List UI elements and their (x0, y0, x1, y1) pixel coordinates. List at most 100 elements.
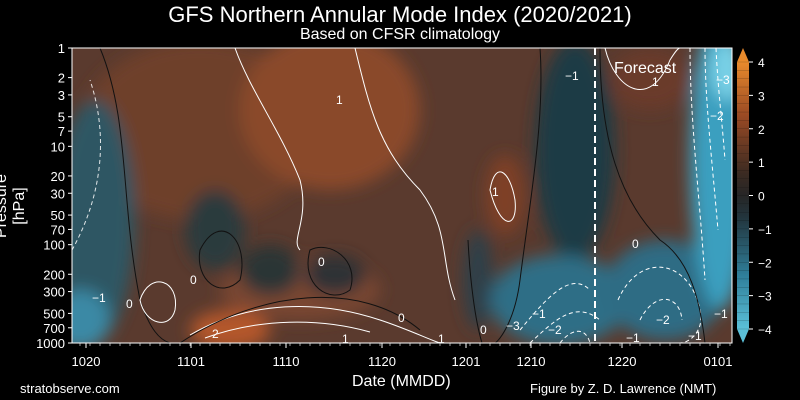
x-tick-label: 1110 (273, 354, 300, 369)
colorbar: 4 3 2 1 0 −1 −2 −3 −4 (737, 48, 772, 343)
contour-zero (307, 246, 353, 296)
contour-negative (559, 330, 591, 343)
x-tick-label: 1201 (452, 354, 481, 369)
contour-zero (99, 48, 171, 343)
negative-region (690, 48, 732, 310)
y-tick-label: 10 (51, 139, 65, 154)
nam-heatmap-field (72, 48, 732, 343)
colorbar-min-arrow (737, 329, 749, 343)
contour-label: 1 (336, 93, 343, 107)
x-axis: 1020 1101 1110 1120 1201 1210 1220 0101 (72, 343, 733, 369)
x-axis-label: Date (MMDD) (352, 373, 451, 390)
contour-negative (639, 298, 683, 321)
colorbar-tick-label: 0 (758, 190, 765, 204)
contour-label: 1 (492, 185, 499, 199)
y-tick-label: 100 (43, 238, 65, 253)
contour-label: −1 (565, 69, 579, 83)
positive-region (610, 50, 690, 110)
contour-label: 0 (190, 273, 197, 287)
contour-label: 0 (480, 323, 487, 337)
negative-region (605, 240, 725, 340)
negative-region (490, 255, 630, 343)
chart-subtitle: Based on CFSR climatology (299, 26, 501, 43)
contour-label: −1 (626, 331, 640, 345)
y-tick-label: 2 (58, 71, 65, 86)
contour-label: −3 (716, 73, 730, 87)
contour-zero (198, 230, 243, 289)
contour-label: 1 (438, 332, 445, 346)
y-tick-label: 50 (51, 208, 65, 223)
negative-region (463, 230, 493, 330)
contour-positive (139, 281, 177, 323)
contour-labels: −1 0 1 0 0 2 1 0 1 0 1 −3 −1 −2 −1 −1 0 … (92, 69, 730, 346)
contour-zero (599, 48, 706, 343)
contour-positive (234, 48, 304, 251)
contour-positive (489, 171, 516, 222)
y-tick-label: 200 (43, 267, 65, 282)
contour-label: 0 (318, 255, 325, 269)
contour-label: −1 (92, 291, 106, 305)
contour-label: 1 (652, 75, 659, 89)
negative-region (240, 245, 300, 295)
negative-region (305, 255, 365, 295)
y-tick-label: 1000 (36, 336, 65, 351)
x-tick-label: 1101 (177, 354, 205, 369)
positive-region (190, 310, 270, 343)
colorbar-tick-label: −3 (758, 290, 772, 304)
contour-positive (604, 48, 681, 91)
contour-zero (467, 239, 483, 343)
contour-label: 1 (342, 332, 349, 346)
y-tick-label: 7 (58, 124, 65, 139)
contour-label: −3 (506, 319, 520, 333)
contour-label: −2 (548, 323, 562, 337)
contour-label: −2 (656, 313, 670, 327)
positive-region (240, 48, 420, 190)
y-tick-label: 500 (43, 306, 65, 321)
contour-label: 2 (212, 327, 219, 341)
negative-region (72, 290, 110, 343)
contour-label: −2 (710, 109, 724, 123)
contour-label: 0 (632, 237, 639, 251)
negative-region (710, 48, 732, 100)
y-tick-label: 20 (51, 169, 65, 184)
contour-label: −1 (688, 329, 702, 343)
colorbar-tick-label: −1 (758, 223, 772, 237)
x-tick-label: 1220 (608, 354, 637, 369)
colorbar-tick-label: 4 (758, 56, 765, 70)
y-tick-label: 70 (51, 222, 65, 237)
contour-negative (617, 266, 702, 343)
y-tick-label: 3 (58, 88, 65, 103)
x-tick-label: 1210 (517, 354, 546, 369)
contour-label: 0 (398, 311, 405, 325)
contour-negative (689, 48, 706, 281)
contour-negative (72, 79, 101, 251)
contour-negative (704, 48, 719, 231)
x-tick-label: 1120 (368, 354, 396, 369)
forecast-label: Forecast (614, 60, 677, 77)
colorbar-tick-label: 1 (758, 156, 765, 170)
colorbar-ticks: 4 3 2 1 0 −1 −2 −3 −4 (737, 56, 772, 337)
x-tick-label: 1020 (72, 354, 101, 369)
y-tick-label: 700 (43, 321, 65, 336)
x-tick-label: 0101 (704, 354, 733, 369)
y-tick-label: 30 (51, 186, 65, 201)
plot-frame (71, 47, 733, 344)
contour-zero (494, 48, 542, 343)
contour-label: −1 (714, 307, 728, 321)
contour-negative (529, 311, 601, 343)
colorbar-max-arrow (737, 48, 749, 62)
colorbar-tick-label: −2 (758, 256, 772, 270)
source-credit: stratobserve.com (20, 381, 120, 396)
contour-negative (715, 48, 726, 161)
contour-positive (204, 321, 371, 339)
y-tick-label: 1 (58, 41, 65, 56)
y-tick-label: 300 (43, 285, 65, 300)
y-tick-label: 5 (58, 110, 65, 125)
contour-positive (354, 48, 456, 301)
contour-zero (179, 297, 421, 343)
contour-positive (189, 306, 441, 343)
negative-region (185, 190, 245, 270)
chart-title: GFS Northern Annular Mode Index (2020/20… (168, 2, 632, 27)
